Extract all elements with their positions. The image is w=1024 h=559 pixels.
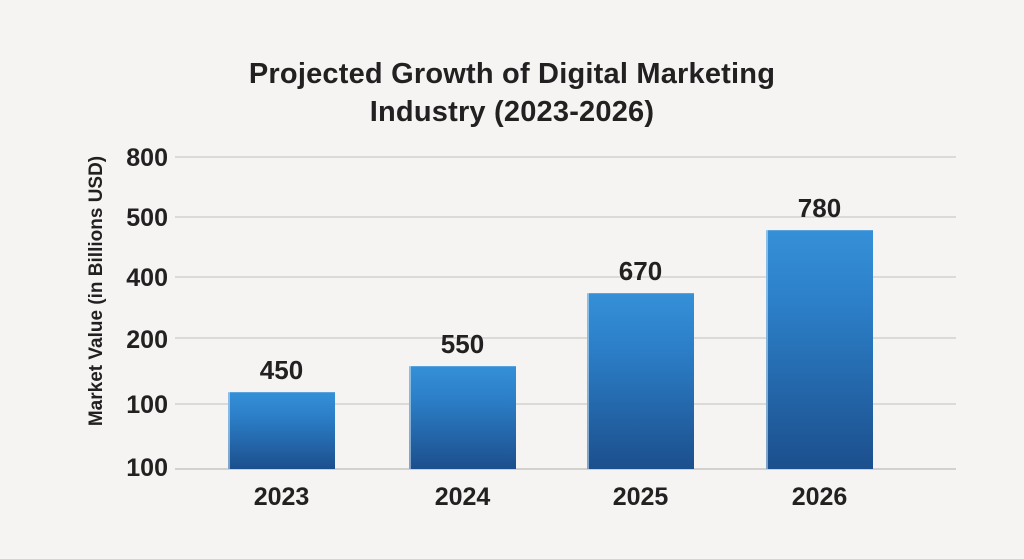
y-tick-label: 400 <box>126 264 168 292</box>
bar-2024 <box>409 366 516 469</box>
x-tick-label: 2026 <box>791 483 848 511</box>
y-tick-label: 200 <box>126 326 168 354</box>
bar-2023 <box>228 392 335 469</box>
gridline <box>175 276 956 278</box>
bar-value-label: 550 <box>440 329 485 359</box>
bar-value-label: 670 <box>618 256 663 286</box>
gridline <box>175 216 956 218</box>
y-tick-label: 800 <box>126 144 168 172</box>
x-axis-baseline <box>175 468 956 470</box>
bar-2025 <box>587 293 694 469</box>
gridline <box>175 156 956 158</box>
bar-value-label: 450 <box>259 355 304 385</box>
chart-title-line-2: Industry (2023-2026) <box>369 96 655 128</box>
x-tick-label: 2025 <box>612 483 669 511</box>
gridline <box>175 403 956 405</box>
y-tick-label: 500 <box>126 204 168 232</box>
y-tick-label: 100 <box>126 391 168 419</box>
x-tick-label: 2024 <box>434 483 491 511</box>
gridline <box>175 337 956 339</box>
bar-2026 <box>766 230 873 469</box>
bar-value-label: 780 <box>797 193 842 223</box>
y-tick-label: 100 <box>126 454 168 482</box>
x-tick-label: 2023 <box>253 483 310 511</box>
chart-title: Projected Growth of Digital Marketing In… <box>0 55 1024 131</box>
chart-title-line-1: Projected Growth of Digital Marketing <box>248 58 776 90</box>
